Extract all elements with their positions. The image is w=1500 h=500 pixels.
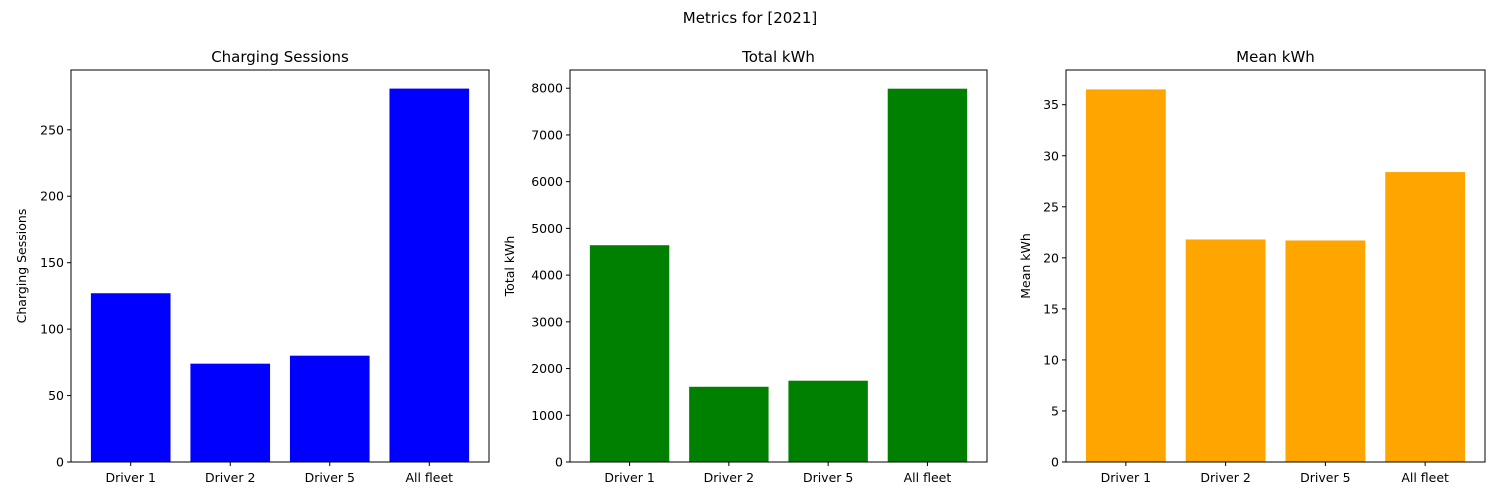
x-tick-label-all-fleet: All fleet [405,470,453,485]
y-tick-label: 5 [1051,403,1059,418]
chart-title: Mean kWh [1236,48,1315,66]
figure-suptitle: Metrics for [2021] [683,9,818,27]
y-tick-label: 0 [1051,455,1059,470]
axes-frame [70,69,490,463]
y-tick-label: 200 [40,189,64,204]
y-tick-label: 8000 [531,81,563,96]
chart-charging-sessions: 0 50 100 150 200 250 Driver 1 Driver 2 Driver 5 A… [14,48,490,485]
axes-frame [1065,69,1486,463]
x-tick-label-driver-1: Driver 1 [604,470,654,485]
y-tick-label: 4000 [531,268,563,283]
bar-driver-2 [1185,239,1266,462]
y-tick-label: 10 [1043,352,1059,367]
bar-driver-5 [788,380,868,462]
bar-all-fleet [1385,172,1466,462]
chart-total-kwh: 0 1000 2000 3000 4000 5000 6000 7000 8000 Driver … [502,48,988,485]
x-tick-label-driver-1: Driver 1 [106,470,156,485]
bar-all-fleet [887,88,968,462]
y-tick-label: 6000 [531,174,563,189]
bar-driver-1 [1085,89,1166,463]
bar-driver-2 [190,363,271,462]
y-tick-label: 5000 [531,221,563,236]
y-tick-label: 1000 [531,408,563,423]
x-tick-label-driver-2: Driver 2 [1200,470,1250,485]
bar-driver-5 [289,355,370,462]
x-tick-label-driver-2: Driver 2 [704,470,754,485]
chart-title: Charging Sessions [211,48,349,66]
y-tick-label: 0 [555,455,563,470]
y-axis-label: Charging Sessions [14,209,29,324]
bar-driver-2 [689,386,769,462]
y-tick-label: 2000 [531,361,563,376]
bar-driver-1 [589,245,670,462]
x-tick-label-driver-5: Driver 5 [1300,470,1350,485]
x-tick-label-driver-1: Driver 1 [1101,470,1151,485]
y-tick-label: 7000 [531,127,563,142]
y-tick-label: 25 [1043,199,1059,214]
chart-title: Total kWh [741,48,815,66]
x-tick-label-driver-5: Driver 5 [305,470,355,485]
y-tick-label: 3000 [531,314,563,329]
y-tick-label: 35 [1043,97,1059,112]
y-tick-label: 30 [1043,148,1059,163]
y-axis-label: Mean kWh [1018,233,1033,299]
y-tick-label: 20 [1043,250,1059,265]
y-tick-label: 15 [1043,301,1059,316]
bar-all-fleet [389,88,470,462]
y-tick-label: 150 [40,255,64,270]
bar-driver-1 [90,293,171,462]
bar-driver-5 [1285,240,1366,462]
x-tick-label-driver-5: Driver 5 [803,470,853,485]
y-tick-label: 100 [40,322,64,337]
y-tick-label: 250 [40,122,64,137]
y-axis-label: Total kWh [502,236,517,298]
x-tick-label-all-fleet: All fleet [1401,470,1449,485]
y-tick-label: 0 [56,455,64,470]
y-tick-label: 50 [48,388,64,403]
axes-frame [569,69,988,463]
x-tick-label-all-fleet: All fleet [904,470,952,485]
x-tick-label-driver-2: Driver 2 [205,470,255,485]
chart-mean-kwh: 0 5 10 15 20 25 30 35 Driver 1 Driver 2 Driver 5 Al… [1018,48,1486,485]
